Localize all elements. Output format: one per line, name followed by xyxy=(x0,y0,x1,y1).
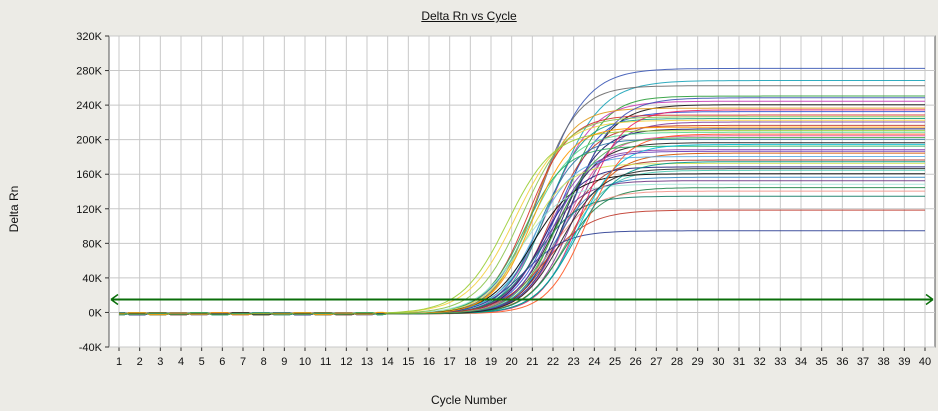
x-tick-label: 33 xyxy=(774,356,786,368)
y-tick-label: 320K xyxy=(76,31,102,43)
x-tick-label: 10 xyxy=(299,356,311,368)
y-tick-label: 240K xyxy=(76,100,102,112)
x-tick-label: 25 xyxy=(609,356,621,368)
x-tick-label: 5 xyxy=(199,356,205,368)
x-tick-label: 32 xyxy=(754,356,766,368)
x-tick-label: 16 xyxy=(423,356,435,368)
x-tick-label: 6 xyxy=(219,356,225,368)
x-tick-label: 38 xyxy=(878,356,890,368)
y-tick-label: 280K xyxy=(76,66,102,78)
x-tick-label: 30 xyxy=(712,356,724,368)
x-tick-label: 8 xyxy=(261,356,267,368)
x-tick-label: 39 xyxy=(898,356,910,368)
x-tick-label: 19 xyxy=(485,356,497,368)
x-tick-label: 31 xyxy=(733,356,745,368)
y-tick-label: 200K xyxy=(76,135,102,147)
x-tick-label: 11 xyxy=(320,356,331,368)
x-tick-label: 3 xyxy=(157,356,163,368)
x-tick-label: 21 xyxy=(526,356,538,368)
x-tick-label: 20 xyxy=(506,356,518,368)
x-tick-label: 15 xyxy=(402,356,414,368)
x-tick-label: 7 xyxy=(240,356,246,368)
amplification-curve xyxy=(119,168,925,316)
x-axis-label: Cycle Number xyxy=(430,393,508,407)
x-tick-label: 26 xyxy=(630,356,642,368)
amplification-curve xyxy=(119,137,925,316)
x-tick-label: 17 xyxy=(444,356,456,368)
x-tick-label: 27 xyxy=(650,356,662,368)
threshold-left-arrow xyxy=(110,293,119,306)
x-tick-label: 9 xyxy=(281,356,287,368)
x-tick-label: 34 xyxy=(795,356,807,368)
amplification-curve xyxy=(119,161,925,316)
y-tick-label: -40K xyxy=(79,342,103,354)
x-tick-label: 13 xyxy=(361,356,373,368)
x-tick-label: 29 xyxy=(692,356,704,368)
x-tick-label: 22 xyxy=(547,356,559,368)
y-tick-label: 0K xyxy=(89,307,103,319)
x-tick-label: 23 xyxy=(568,356,580,368)
x-tick-label: 37 xyxy=(857,356,869,368)
y-tick-label: 80K xyxy=(82,238,102,250)
y-tick-label: 40K xyxy=(82,273,102,285)
x-tick-label: 24 xyxy=(588,356,600,368)
y-tick-label: 120K xyxy=(76,204,102,216)
x-tick-label: 18 xyxy=(464,356,476,368)
x-tick-label: 36 xyxy=(836,356,848,368)
x-tick-label: 14 xyxy=(382,356,394,368)
x-tick-label: 28 xyxy=(671,356,683,368)
threshold-right-arrow xyxy=(925,293,934,306)
x-tick-label: 4 xyxy=(178,356,184,368)
x-tick-label: 1 xyxy=(116,356,122,368)
x-tick-label: 35 xyxy=(816,356,828,368)
x-tick-label: 12 xyxy=(340,356,352,368)
x-tick-label: 40 xyxy=(919,356,931,368)
y-tick-label: 160K xyxy=(76,169,102,181)
chart-title: Delta Rn vs Cycle xyxy=(421,9,517,23)
x-tick-label: 2 xyxy=(137,356,143,368)
